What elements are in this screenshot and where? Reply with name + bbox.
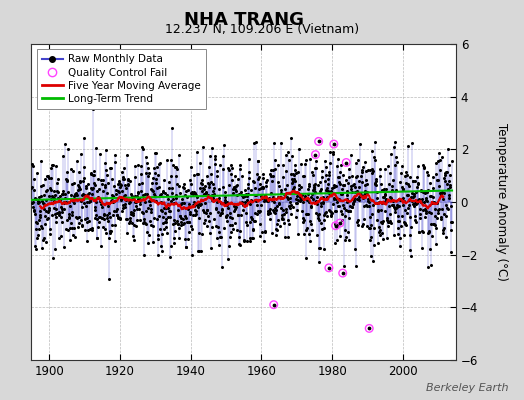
Point <box>314 138 323 145</box>
Point <box>325 265 333 271</box>
Point <box>311 151 320 158</box>
Point <box>336 220 344 226</box>
Title: NHA TRANG: NHA TRANG <box>183 10 304 28</box>
Point <box>269 302 278 308</box>
Point <box>331 222 340 229</box>
Legend: Raw Monthly Data, Quality Control Fail, Five Year Moving Average, Long-Term Tren: Raw Monthly Data, Quality Control Fail, … <box>37 49 206 109</box>
Point <box>365 325 374 332</box>
Point <box>314 138 323 145</box>
Point <box>330 141 338 147</box>
Point <box>269 302 278 308</box>
Point <box>339 270 347 276</box>
Point <box>330 141 338 147</box>
Text: Berkeley Earth: Berkeley Earth <box>426 383 508 393</box>
Y-axis label: Temperature Anomaly (°C): Temperature Anomaly (°C) <box>495 123 508 281</box>
Text: 12.237 N, 109.206 E (Vietnam): 12.237 N, 109.206 E (Vietnam) <box>165 24 359 36</box>
Point <box>339 270 347 276</box>
Point <box>311 151 320 158</box>
Point <box>336 220 344 226</box>
Point <box>331 222 340 229</box>
Point <box>342 159 351 166</box>
Point <box>365 325 374 332</box>
Point <box>325 265 333 271</box>
Point <box>342 159 351 166</box>
